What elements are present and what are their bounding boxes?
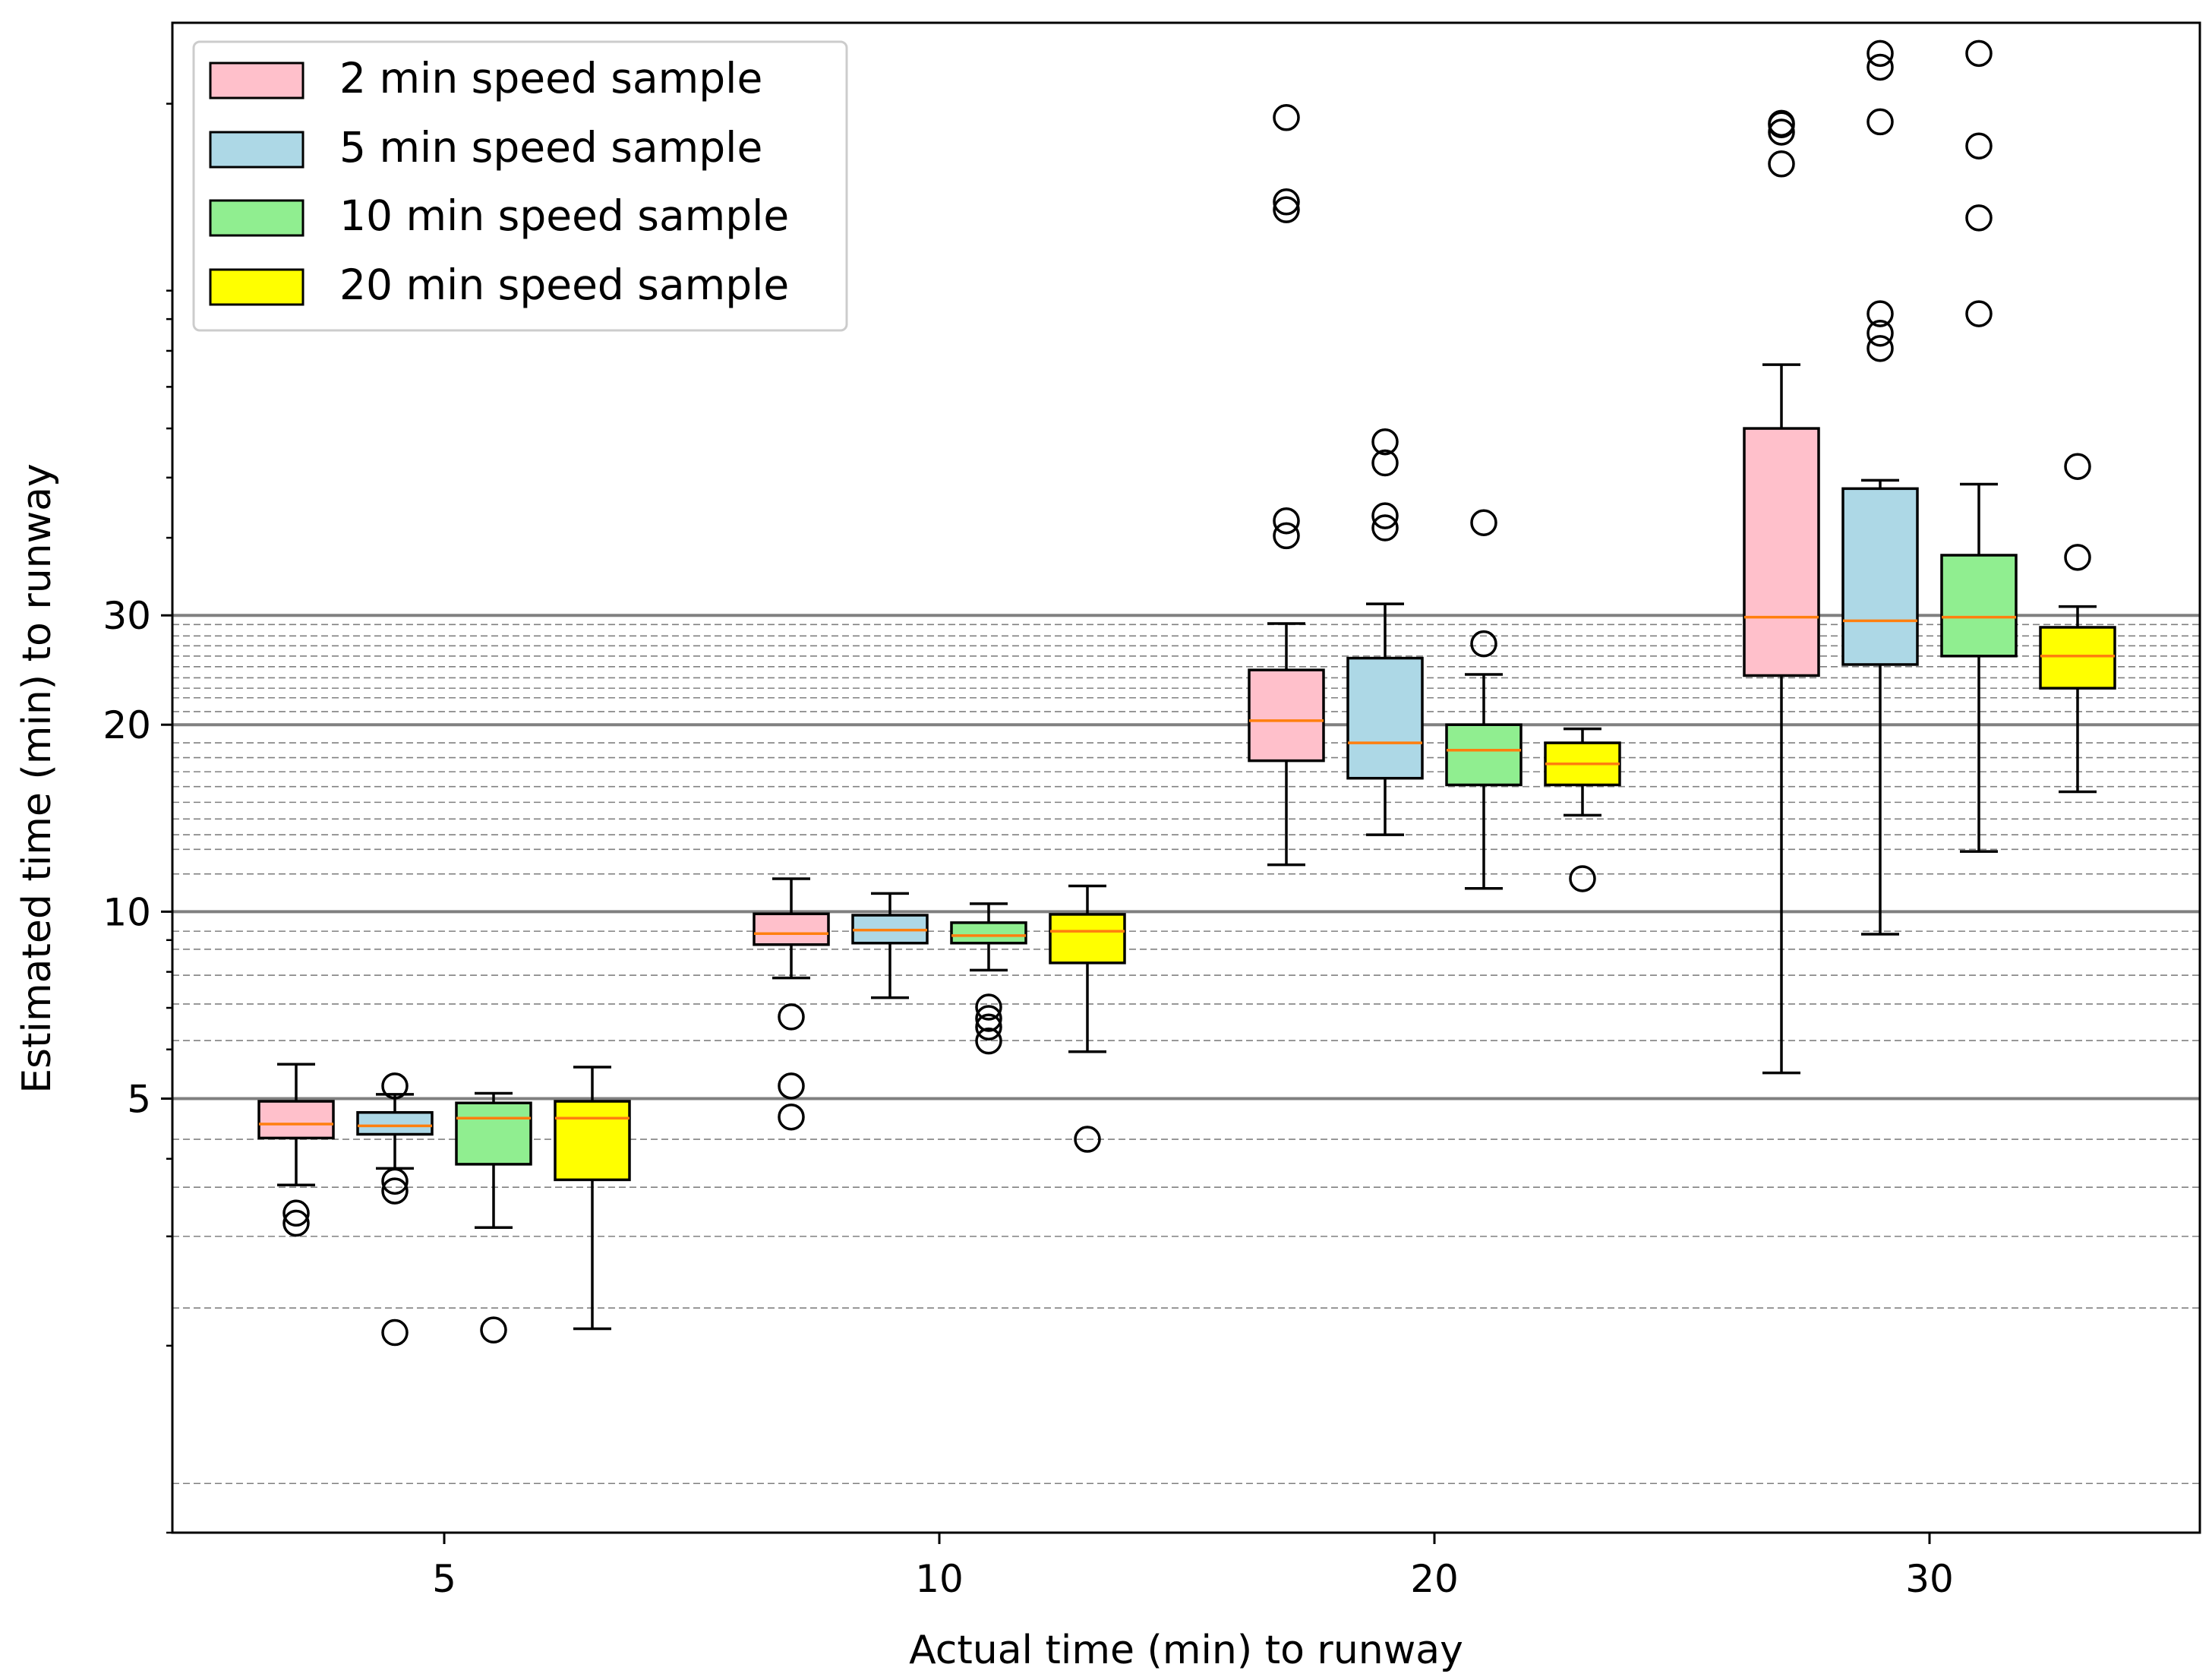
box-2-2 [1445,509,1523,890]
flier-point [1371,428,1399,456]
flier-point [975,993,1002,1021]
box-3-3 [2039,453,2116,794]
y-axis: 5 10 20 30 [103,103,172,1534]
box-iqr [554,1100,631,1182]
flier-point [778,1103,805,1131]
box-3-2 [1544,727,1621,892]
flier-point [1866,335,1894,362]
legend-swatch-2min [209,62,305,99]
flier-point [1768,118,1795,146]
x-axis: 5 10 20 30 [432,1533,1954,1601]
flier-point [1768,150,1795,178]
legend-swatch-20min [209,268,305,306]
flier-point [282,1209,310,1237]
box-2-1 [950,902,1027,1055]
legend-swatch-10min [209,199,305,237]
flier-point [480,1316,507,1344]
box-iqr [356,1110,434,1136]
flier-point [282,1199,310,1227]
flier-point [1965,39,1993,68]
flier-point [975,1013,1002,1041]
flier-point [1273,196,1300,223]
box-1-2 [1346,428,1424,836]
box-0-1 [753,877,830,1131]
flier-point [1569,865,1596,892]
box-iqr [1445,723,1523,787]
x-tick-label: 5 [432,1557,456,1601]
box-iqr [455,1101,532,1166]
flier-point [1074,1126,1101,1153]
legend-label-5min: 5 min speed sample [339,123,762,172]
legend-frame [192,40,848,332]
x-tick-label: 30 [1905,1557,1954,1601]
y-tick-label: 30 [103,594,151,638]
flier-point [1866,319,1894,347]
flier-point [778,1003,805,1031]
box-iqr [1841,487,1919,666]
box-0-0 [257,1063,335,1237]
flier-point [2064,544,2091,571]
legend-label-10min: 10 min speed sample [339,191,789,240]
box-2-3 [1940,39,2018,853]
flier-point [1866,108,1894,136]
flier-point [1273,188,1300,216]
flier-point [381,1177,409,1205]
flier-point [1866,39,1894,68]
x-tick-label: 20 [1410,1557,1459,1601]
flier-point [1470,630,1497,658]
box-iqr [2039,626,2116,690]
box-iqr [1049,913,1126,965]
box-iqr [753,912,830,946]
flier-point [381,1167,409,1195]
flier-point [1470,509,1497,536]
flier-point [778,1072,805,1100]
box-3-0 [554,1066,631,1331]
flier-point [381,1318,409,1347]
flier-point [1965,132,1993,159]
flier-point [1273,104,1300,131]
flier-point [1273,522,1300,550]
box-iqr [1940,554,2018,658]
flier-point [1371,502,1399,529]
box-3-1 [1049,884,1126,1153]
box-0-3 [1743,109,1820,1075]
box-1-3 [1841,39,1919,936]
y-tick-label: 20 [103,703,151,747]
flier-point [1965,300,1993,327]
x-axis-label: Actual time (min) to runway [909,1628,1463,1673]
flier-point [1866,300,1894,327]
flier-point [1273,507,1300,535]
box-2-0 [455,1091,532,1344]
flier-point [1768,109,1795,137]
legend: 2 min speed sample 5 min speed sample 10… [192,40,848,332]
legend-swatch-5min [209,131,305,169]
y-tick-label: 10 [103,890,151,934]
plot-marks [257,39,2116,1347]
gridlines [172,614,2200,1485]
legend-label-20min: 20 min speed sample [339,261,789,309]
box-1-0 [356,1072,434,1347]
flier-point [1866,53,1894,81]
flier-point [2064,453,2091,480]
box-iqr [1248,668,1325,763]
legend-label-2min: 2 min speed sample [339,54,762,103]
x-tick-label: 10 [915,1557,964,1601]
flier-point [1371,449,1399,477]
box-iqr [950,921,1027,945]
flier-point [975,1005,1002,1032]
box-1-1 [851,892,929,999]
box-iqr [1346,656,1424,780]
box-iqr [1743,427,1820,677]
flier-point [1965,204,1993,232]
flier-point [1371,514,1399,542]
box-0-2 [1248,104,1325,867]
y-tick-label: 5 [127,1077,151,1121]
plot-frame [171,21,2201,1534]
flier-point [975,1027,1002,1055]
y-axis-label: Estimated time (min) to runway [14,463,60,1094]
box-iqr [257,1100,335,1140]
flier-point [381,1072,409,1100]
